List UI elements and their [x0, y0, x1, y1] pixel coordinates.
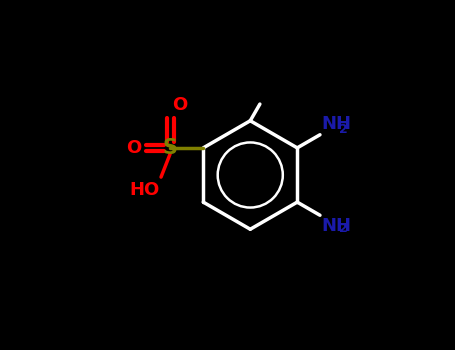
Text: 2: 2: [339, 123, 347, 136]
Text: O: O: [172, 96, 187, 113]
Text: S: S: [162, 138, 177, 158]
Text: O: O: [126, 139, 141, 157]
Text: HO: HO: [129, 181, 159, 198]
Text: NH: NH: [321, 217, 351, 235]
Text: 2: 2: [339, 222, 347, 235]
Text: NH: NH: [321, 115, 351, 133]
